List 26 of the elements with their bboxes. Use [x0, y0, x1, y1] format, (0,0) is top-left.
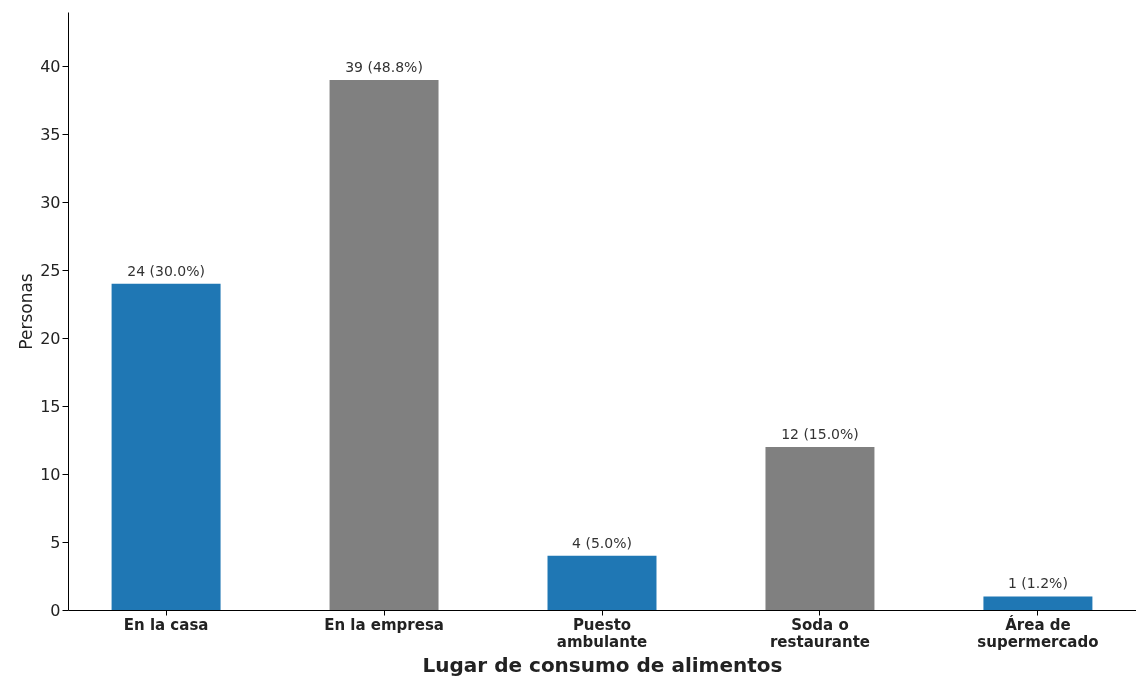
- x-axis-title: Lugar de consumo de alimentos: [422, 652, 783, 677]
- y-tick-label: 10: [40, 464, 61, 484]
- x-tick-label: En la casa: [123, 615, 209, 634]
- y-tick-label: 5: [50, 532, 61, 552]
- x-tick-label: Soda o restaurante: [769, 615, 870, 651]
- x-tick-label: En la empresa: [324, 615, 444, 634]
- y-tick-label: 20: [40, 328, 61, 348]
- y-axis-title: Personas: [16, 273, 37, 350]
- y-tick-label: 0: [50, 600, 61, 620]
- x-tick-label: Área de supermercado: [977, 614, 1099, 651]
- bar: [765, 446, 875, 610]
- y-tick-label: 35: [40, 124, 61, 144]
- data-label: 12 (15.0%): [781, 425, 859, 442]
- y-tick-label: 15: [40, 396, 61, 416]
- bar: [983, 596, 1093, 610]
- data-label: 4 (5.0%): [572, 534, 632, 551]
- data-label: 1 (1.2%): [1007, 575, 1068, 592]
- x-tick-label: Puesto ambulante: [556, 615, 648, 651]
- y-tick-label: 25: [40, 260, 61, 280]
- y-tick-label: 30: [40, 192, 61, 212]
- bar: [329, 79, 439, 610]
- bar: [547, 555, 657, 610]
- bar: [111, 283, 221, 610]
- y-tick-label: 40: [40, 56, 61, 76]
- data-label: 24 (30.0%): [127, 262, 205, 279]
- data-label: 39 (48.8%): [345, 58, 423, 75]
